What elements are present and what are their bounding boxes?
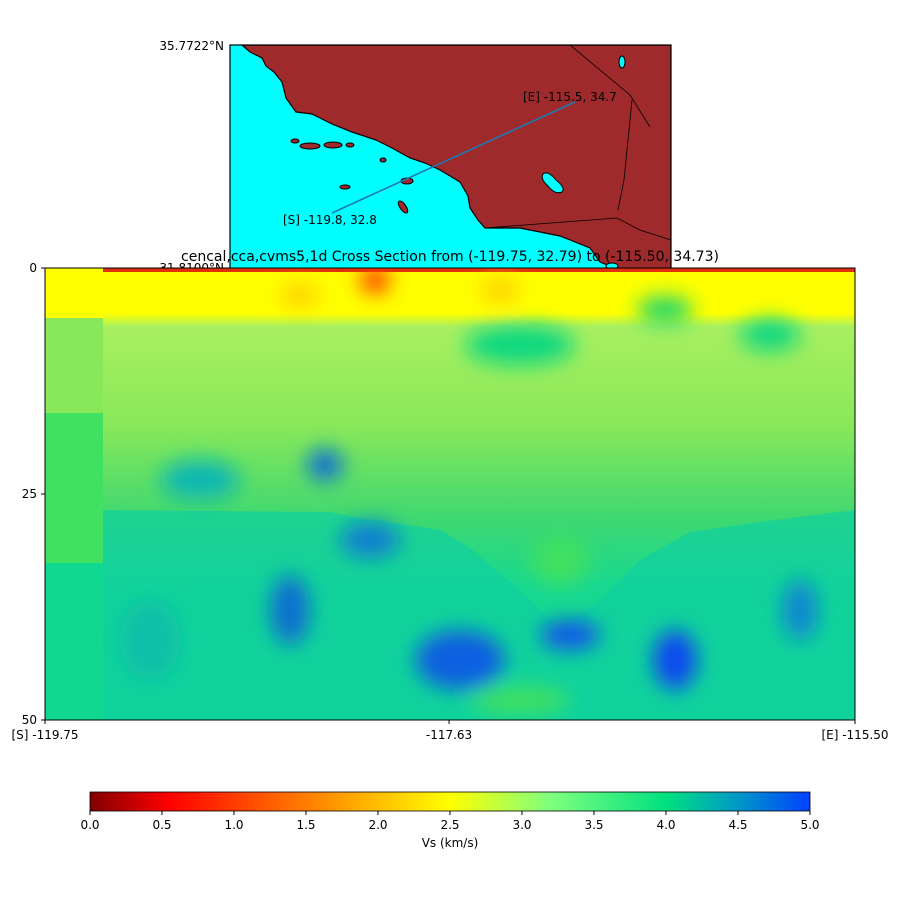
colorbar-tick-label: 0.0 (80, 818, 99, 832)
y-tick-label: 25 (22, 487, 37, 501)
map-start-marker: [S] -119.8, 32.8 (283, 213, 377, 227)
colorbar-tick-label: 4.0 (656, 818, 675, 832)
cross-section: cencal,cca,cvms5,1d Cross Section from (… (11, 249, 888, 742)
colorbar-ticks: 0.0 0.5 1.0 1.5 2.0 2.5 3.0 3.5 4.0 4.5 5.0 (80, 811, 820, 832)
colorbar-tick-label: 1.5 (296, 818, 315, 832)
chart-title: cencal,cca,cvms5,1d Cross Section from (… (181, 249, 719, 265)
colorbar-tick-label: 2.5 (440, 818, 459, 832)
colorbar-tick-label: 4.5 (728, 818, 747, 832)
x-tick-label: [S] -119.75 (11, 728, 78, 742)
map-land (241, 45, 671, 270)
colorbar-label: Vs (km/s) (422, 836, 479, 850)
x-tick-label: [E] -115.50 (821, 728, 888, 742)
colorbar-tick-label: 0.5 (152, 818, 171, 832)
colorbar-tick-label: 3.5 (584, 818, 603, 832)
map-islands (290, 138, 414, 214)
map-end-marker: [E] -115.5, 34.7 (523, 90, 617, 104)
map-inset: 35.7722°N 31.8100°N [E] -115.5, 34.7 [S]… (159, 39, 672, 275)
map-lat-top-label: 35.7722°N (159, 39, 224, 53)
x-tick-label: -117.63 (426, 728, 472, 742)
y-tick-label: 0 (29, 261, 37, 275)
colorbar-gradient (89, 791, 811, 812)
colorbar-tick-label: 1.0 (224, 818, 243, 832)
profile-line (331, 101, 576, 214)
y-axis: 0 25 50 (22, 261, 45, 727)
velocity-heatmap (45, 268, 855, 720)
y-tick-label: 50 (22, 713, 37, 727)
colorbar-tick-label: 5.0 (800, 818, 819, 832)
colorbar-tick-label: 3.0 (512, 818, 531, 832)
colorbar-tick-label: 2.0 (368, 818, 387, 832)
map-borders (484, 45, 671, 241)
x-axis: [S] -119.75 -117.63 [E] -115.50 (11, 720, 889, 742)
colorbar: 0.0 0.5 1.0 1.5 2.0 2.5 3.0 3.5 4.0 4.5 5.0 Vs (km… (80, 791, 820, 850)
